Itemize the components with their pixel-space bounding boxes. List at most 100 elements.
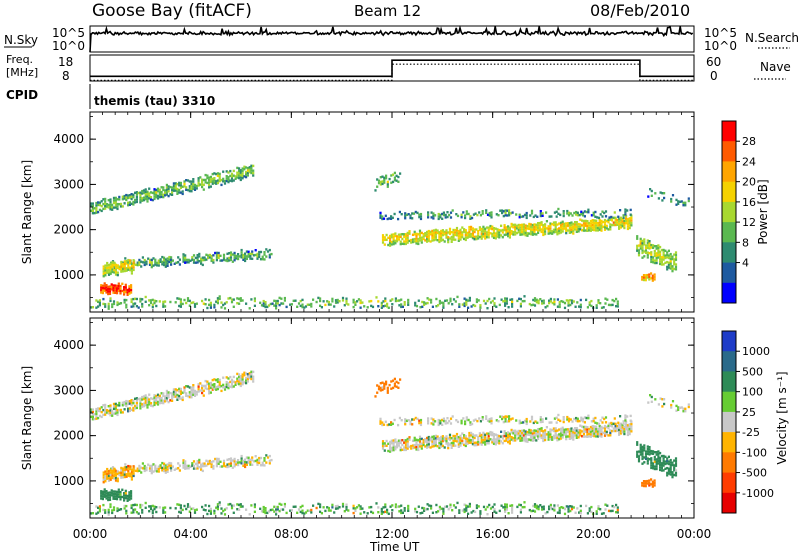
velocity-cell — [667, 470, 670, 473]
velocity-cell — [639, 448, 642, 451]
nsky-tick-top: 10^5 — [52, 26, 85, 40]
velocity-cell — [646, 445, 649, 448]
power-cell — [464, 231, 467, 234]
velocity-cell — [492, 442, 496, 445]
power-cell — [143, 261, 146, 264]
power-cell — [565, 299, 568, 302]
velocity-cell — [347, 509, 350, 512]
power-cell — [531, 226, 534, 229]
power-cell — [248, 168, 251, 171]
power-cell — [486, 299, 489, 303]
velocity-cell — [575, 436, 578, 439]
velocity-cell — [153, 396, 156, 399]
power-cell — [165, 191, 168, 194]
power-cell — [432, 214, 435, 218]
velocity-cell — [664, 460, 667, 463]
velocity-cell — [100, 494, 103, 498]
power-cell — [111, 303, 114, 306]
power-cell — [660, 263, 663, 266]
power-cell — [529, 223, 533, 226]
power-cell — [586, 224, 589, 228]
velocity-cell — [114, 476, 118, 480]
velocity-cell — [565, 435, 568, 438]
velocity-cell — [570, 432, 573, 435]
power-cell — [542, 299, 545, 302]
velocity-cell — [91, 408, 94, 411]
velocity-cell — [569, 505, 572, 508]
power-cell — [487, 226, 490, 229]
velocity-cell — [650, 452, 653, 455]
velocity-cell — [107, 513, 110, 516]
power-cell — [609, 223, 612, 226]
power-cell — [496, 233, 499, 236]
power-cell — [586, 229, 589, 232]
velocity-cell — [655, 467, 658, 471]
power-cell — [449, 216, 453, 219]
power-cell — [464, 214, 467, 217]
power-cell — [561, 220, 564, 223]
velocity-cell — [438, 444, 441, 447]
power-cell — [476, 213, 479, 217]
velocity-cell — [507, 440, 510, 444]
velocity-cell — [150, 464, 153, 468]
power-cell — [623, 226, 626, 230]
power-cell — [497, 214, 500, 217]
velocity-cell — [329, 509, 332, 512]
velocity-cell — [558, 428, 561, 431]
power-colorbar-swatch — [722, 141, 736, 162]
power-cell — [605, 224, 608, 228]
velocity-cell — [452, 504, 456, 507]
velocity-cell — [426, 436, 429, 440]
velocity-cell — [117, 495, 120, 499]
velocity-cell — [382, 511, 385, 514]
power-cell — [178, 181, 181, 185]
velocity-cell — [657, 452, 660, 456]
power-cell — [588, 226, 591, 230]
power-cell — [243, 168, 246, 171]
power-cell — [371, 305, 375, 309]
power-cell — [153, 299, 156, 302]
power-cell — [141, 305, 144, 308]
velocity-cell — [162, 399, 165, 402]
velocity-cell — [463, 436, 466, 439]
power-cell — [575, 223, 578, 226]
power-cell — [205, 253, 208, 256]
power-cell — [105, 205, 109, 208]
power-cell — [140, 260, 143, 263]
power-cell — [192, 180, 195, 183]
power-cell — [574, 223, 577, 226]
power-cell — [448, 213, 451, 217]
power-cell — [524, 229, 527, 232]
velocity-cell — [144, 394, 147, 397]
velocity-cell — [171, 465, 174, 468]
power-cell — [418, 234, 422, 237]
power-cell — [650, 251, 653, 254]
power-cell — [102, 275, 105, 278]
velocity-cell — [522, 421, 525, 424]
velocity-cell — [477, 505, 480, 508]
velocity-cell — [669, 473, 672, 476]
power-cell — [111, 261, 114, 264]
power-cell — [481, 210, 484, 213]
power-cell — [269, 302, 272, 306]
power-cell — [153, 190, 156, 193]
velocity-cell — [539, 420, 542, 424]
power-cell — [95, 299, 98, 302]
power-cell — [648, 242, 651, 245]
power-cell — [253, 304, 256, 307]
power-cell — [616, 218, 619, 222]
power-cell — [105, 284, 108, 287]
velocity-cell — [135, 406, 138, 410]
power-cell — [276, 299, 279, 303]
power-cell — [331, 297, 334, 301]
power-cell — [100, 204, 103, 208]
velocity-cell — [431, 442, 434, 446]
power-cell — [244, 257, 247, 260]
velocity-cell — [110, 494, 113, 497]
power-cell — [444, 213, 447, 217]
velocity-cell — [154, 464, 157, 467]
velocity-cell — [383, 382, 386, 385]
velocity-cell — [460, 422, 463, 425]
velocity-cell — [426, 439, 429, 442]
